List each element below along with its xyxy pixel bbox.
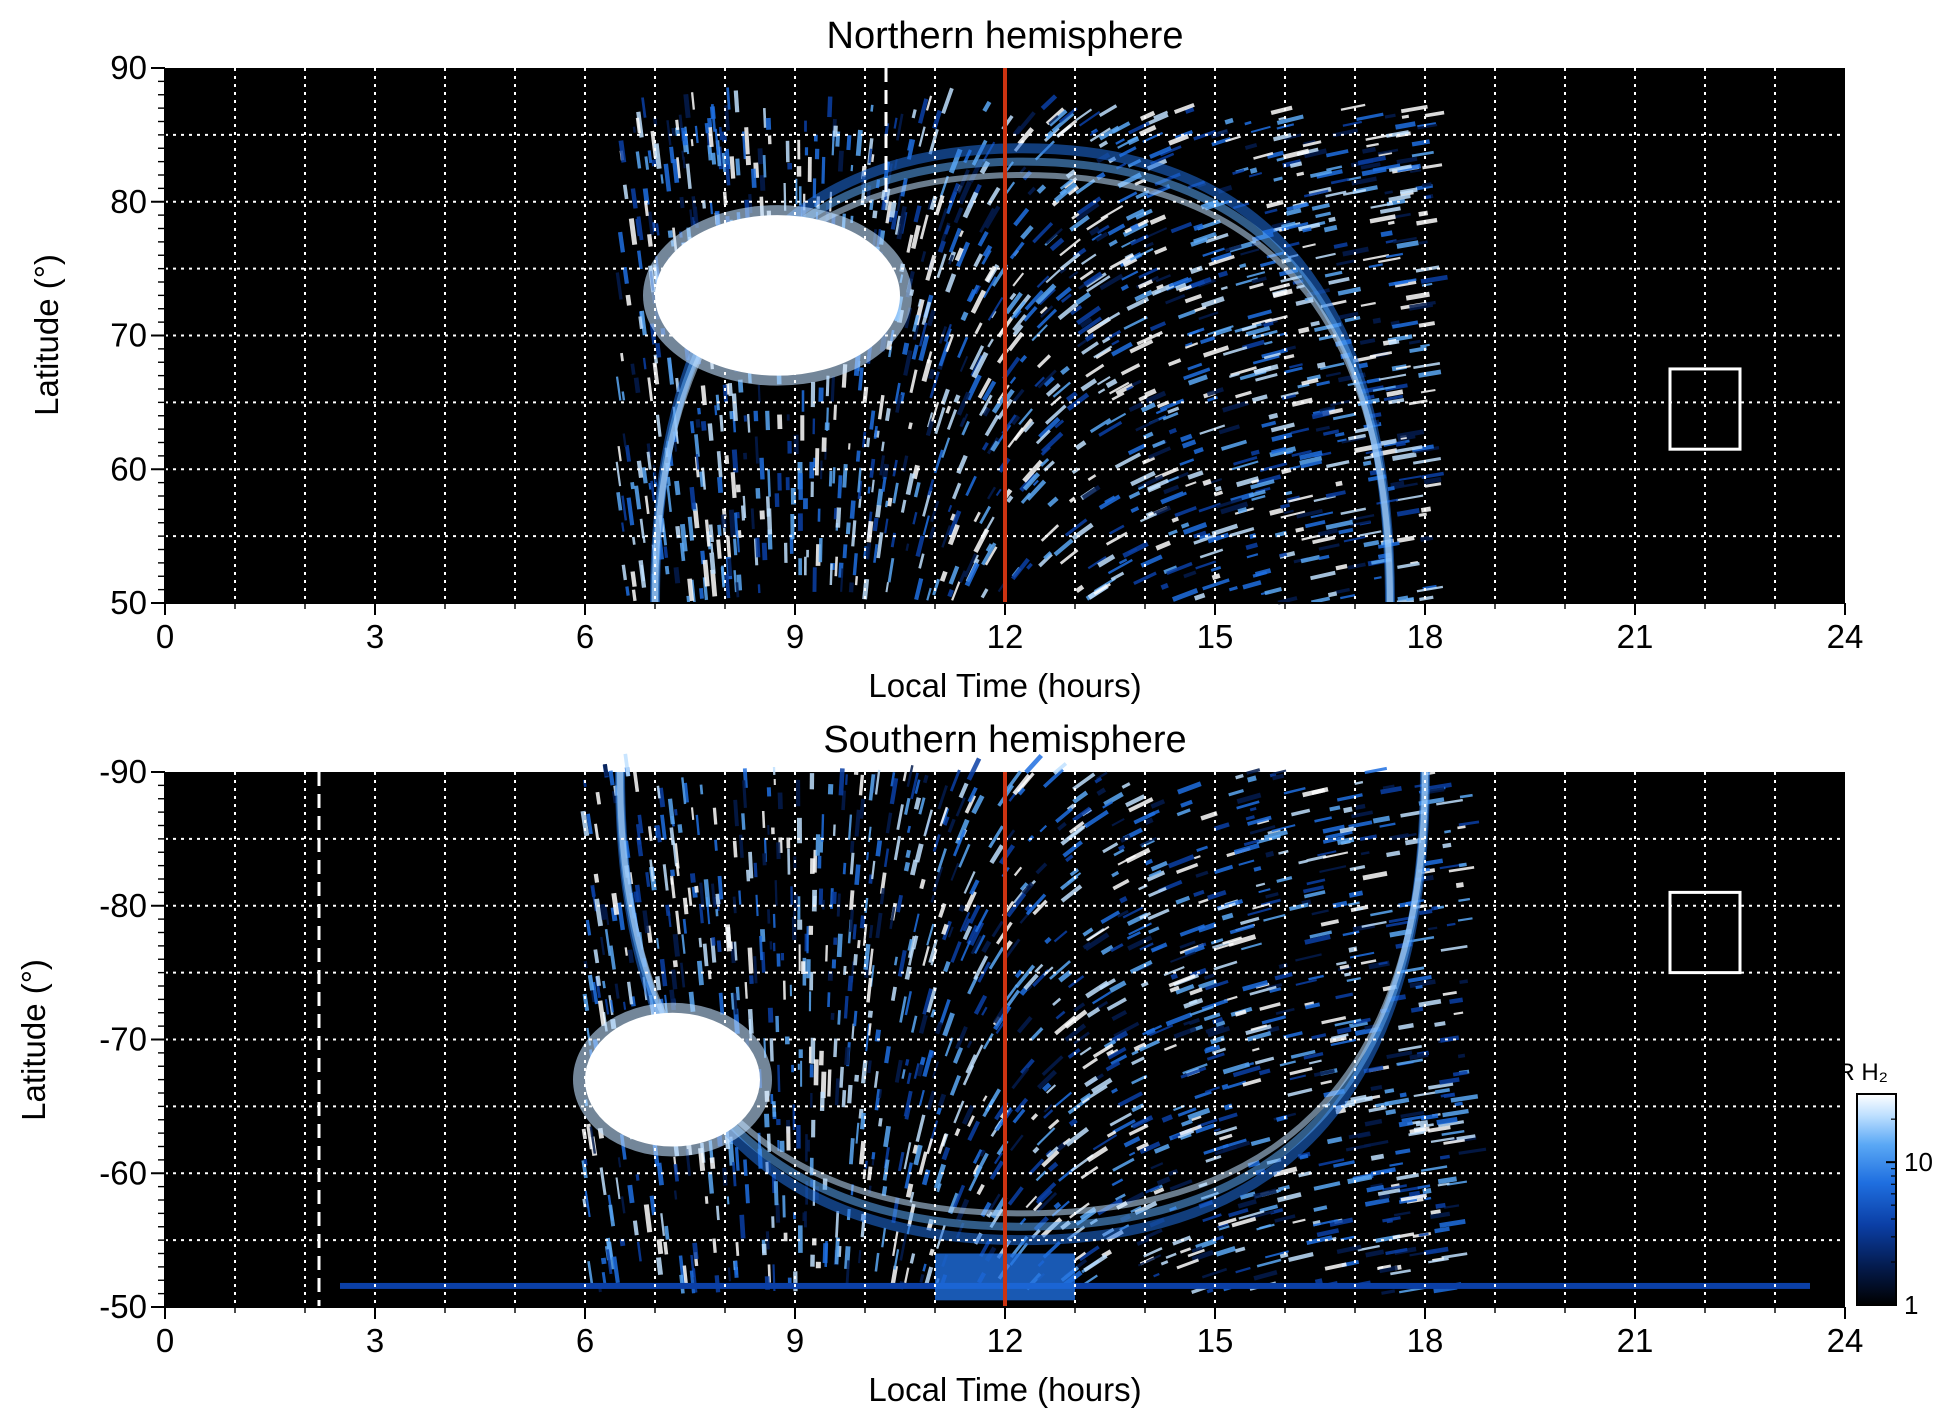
y-tick-label: 60 [110, 450, 147, 487]
y-axis-label-south: Latitude (°) [15, 959, 52, 1121]
colorbar-tick-label: 10 [1904, 1147, 1933, 1177]
y-axis-label-north: Latitude (°) [28, 254, 65, 416]
x-tick-label: 12 [987, 1322, 1024, 1359]
y-tick-label: 50 [110, 584, 147, 621]
chart-title-south: Southern hemisphere [823, 719, 1186, 761]
x-tick-label: 12 [987, 618, 1024, 655]
y-tick-label: -80 [99, 887, 147, 924]
x-tick-label: 3 [366, 1322, 384, 1359]
x-tick-label: 0 [156, 1322, 174, 1359]
y-tick-label: -70 [99, 1021, 147, 1058]
colorbar-scale [1856, 1093, 1897, 1306]
axes-south: 0 3 6 9 12 15 18 21 24 -50 -60 -70 -80 -90 [99, 753, 1863, 1359]
x-tick-label: 0 [156, 618, 174, 655]
heatmap-south [340, 753, 1810, 1301]
y-tick-label: -90 [99, 753, 147, 790]
x-tick-label: 21 [1617, 1322, 1654, 1359]
y-tick-label: -50 [99, 1288, 147, 1325]
colorbar: kR H₂ 1 10 [1825, 1059, 1933, 1320]
y-tick-label: 70 [110, 317, 147, 354]
x-tick-label: 18 [1407, 1322, 1444, 1359]
panel-northern: Northern hemisphere 0 3 6 9 12 15 18 21 24 50 60 70… [28, 15, 1863, 704]
chart-title-north: Northern hemisphere [827, 15, 1184, 57]
x-tick-label: 9 [786, 618, 804, 655]
x-tick-label: 6 [576, 1322, 594, 1359]
heatmap-north [615, 87, 1448, 605]
y-tick-label: 90 [110, 49, 147, 86]
x-tick-label: 15 [1197, 1322, 1234, 1359]
x-tick-label: 15 [1197, 618, 1234, 655]
x-axis-label-south: Local Time (hours) [868, 1371, 1141, 1408]
colorbar-ticks: 1 10 [1886, 1118, 1933, 1320]
x-tick-label: 21 [1617, 618, 1654, 655]
x-axis-label-north: Local Time (hours) [868, 667, 1141, 704]
axes-north: 0 3 6 9 12 15 18 21 24 50 60 70 80 90 [110, 49, 1863, 655]
region-box-north [1668, 367, 1742, 451]
x-tick-label: 9 [786, 1322, 804, 1359]
colorbar-title: kR H₂ [1825, 1059, 1888, 1086]
x-tick-label: 18 [1407, 618, 1444, 655]
x-tick-label: 6 [576, 618, 594, 655]
region-box-south [1668, 890, 1742, 975]
x-tick-label: 3 [366, 618, 384, 655]
panel-southern: Southern hemisphere 0 3 6 9 12 15 18 21 24 -50 -60… [15, 719, 1863, 1408]
y-tick-label: 80 [110, 183, 147, 220]
x-tick-label: 24 [1827, 1322, 1864, 1359]
y-tick-label: -60 [99, 1154, 147, 1191]
colorbar-tick-label: 1 [1904, 1290, 1918, 1320]
x-tick-label: 24 [1827, 618, 1864, 655]
